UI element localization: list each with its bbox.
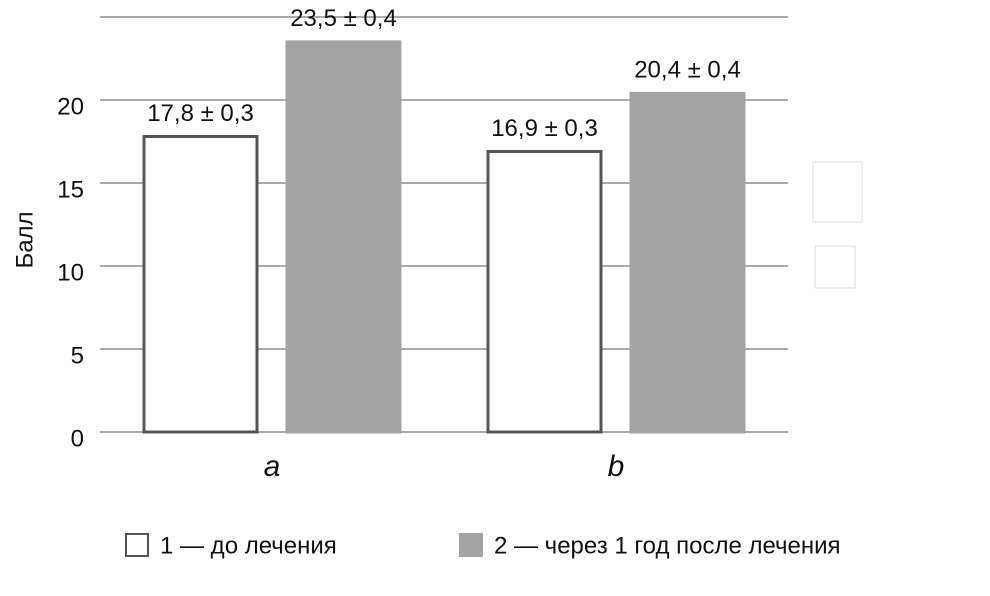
legend-label: 2 — через 1 год после лечения: [494, 532, 841, 559]
decoration: [812, 161, 863, 223]
x-tick-label: b: [608, 450, 625, 483]
y-tick-label: 5: [71, 342, 84, 369]
y-tick-label: 0: [71, 425, 84, 452]
y-axis-label: Балл: [11, 211, 38, 268]
bar: [285, 40, 402, 434]
bar: [142, 135, 259, 434]
value-label: 20,4 ± 0,4: [634, 57, 741, 84]
x-tick-label: a: [264, 450, 281, 483]
bar: [629, 91, 746, 434]
value-label: 17,8 ± 0,3: [147, 100, 254, 127]
legend-swatch: [459, 533, 483, 557]
value-label: 23,5 ± 0,4: [290, 5, 397, 32]
value-label: 16,9 ± 0,3: [491, 115, 598, 142]
legend-label: 1 — до лечения: [160, 532, 337, 559]
y-tick-label: 15: [57, 176, 84, 203]
decoration: [814, 245, 856, 289]
y-tick-label: 10: [57, 259, 84, 286]
bar: [486, 149, 603, 434]
legend-swatch: [125, 533, 149, 557]
y-tick-label: 20: [57, 93, 84, 120]
